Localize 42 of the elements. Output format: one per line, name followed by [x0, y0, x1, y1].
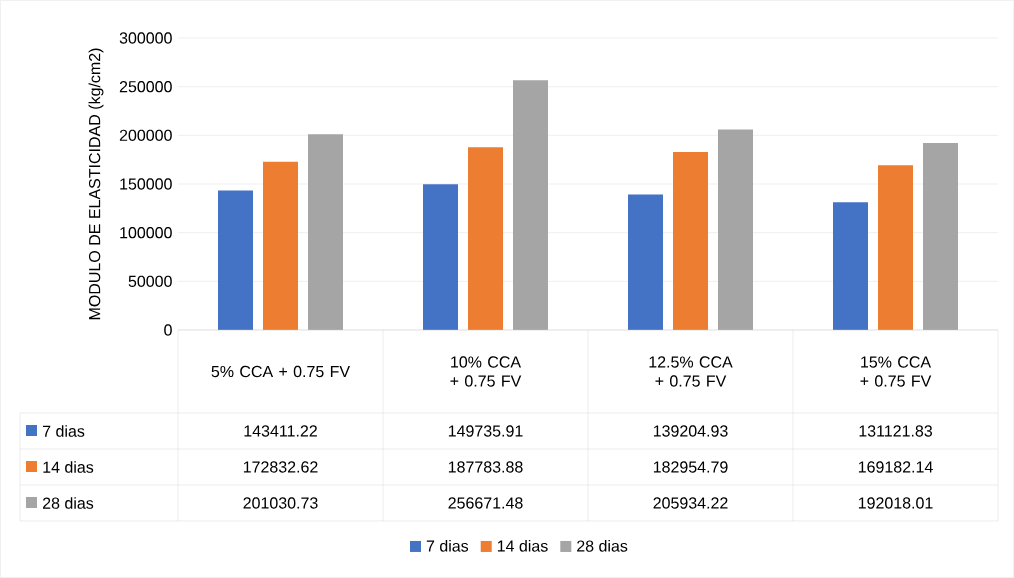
data-label: 192018.01 — [858, 497, 933, 509]
data-label: 149735.91 — [448, 425, 523, 437]
x-tick-label: 5% CCA + 0.75 FV — [211, 365, 350, 378]
legend-label: 7 dias — [43, 425, 85, 437]
data-label: 182954.79 — [653, 461, 728, 473]
text: 7 dias — [426, 539, 469, 552]
x-tick-label: 10% CCA + 0.75 FV — [450, 356, 522, 387]
data-label: 187783.88 — [448, 461, 523, 473]
bar — [878, 165, 914, 330]
bar — [923, 143, 959, 330]
bar — [468, 147, 504, 330]
y-tick-label: 50000 — [128, 275, 172, 287]
y-tick-label: 300000 — [119, 32, 172, 44]
y-tick-label: 150000 — [120, 178, 172, 190]
y-tick-label: 100000 — [120, 227, 172, 239]
data-label: 172832.62 — [243, 461, 318, 473]
bar — [513, 80, 549, 330]
legend-label: 14 dias — [497, 539, 548, 552]
bar — [308, 134, 343, 330]
bar — [263, 161, 298, 330]
text: 14 dias — [43, 461, 94, 473]
data-label: 169182.14 — [858, 461, 933, 473]
data-label: 139204.93 — [653, 425, 728, 437]
data-label: 256671.48 — [448, 497, 523, 509]
bar — [218, 190, 253, 330]
y-axis-title: MODULO DE ELASTICIDAD (kg/cm2) — [88, 48, 104, 320]
x-tick-label: 15% CCA + 0.75 FV — [860, 356, 932, 387]
data-label: 131121.83 — [859, 425, 933, 437]
y-tick-label: 250000 — [119, 81, 172, 93]
bar — [718, 129, 754, 330]
x-tick-label: 12.5% CCA + 0.75 FV — [649, 356, 733, 387]
data-label: 143411.22 — [244, 425, 317, 437]
bar — [673, 151, 709, 330]
bar — [423, 184, 458, 330]
legend-label: 28 dias — [577, 539, 628, 552]
bar — [628, 194, 664, 330]
y-tick-label: 200000 — [119, 129, 172, 141]
data-label: 201030.73 — [243, 497, 318, 509]
y-tick-label: 0 — [164, 324, 172, 336]
data-label: 205934.22 — [653, 497, 728, 509]
bar — [833, 202, 869, 330]
text: 28 dias — [43, 497, 94, 509]
